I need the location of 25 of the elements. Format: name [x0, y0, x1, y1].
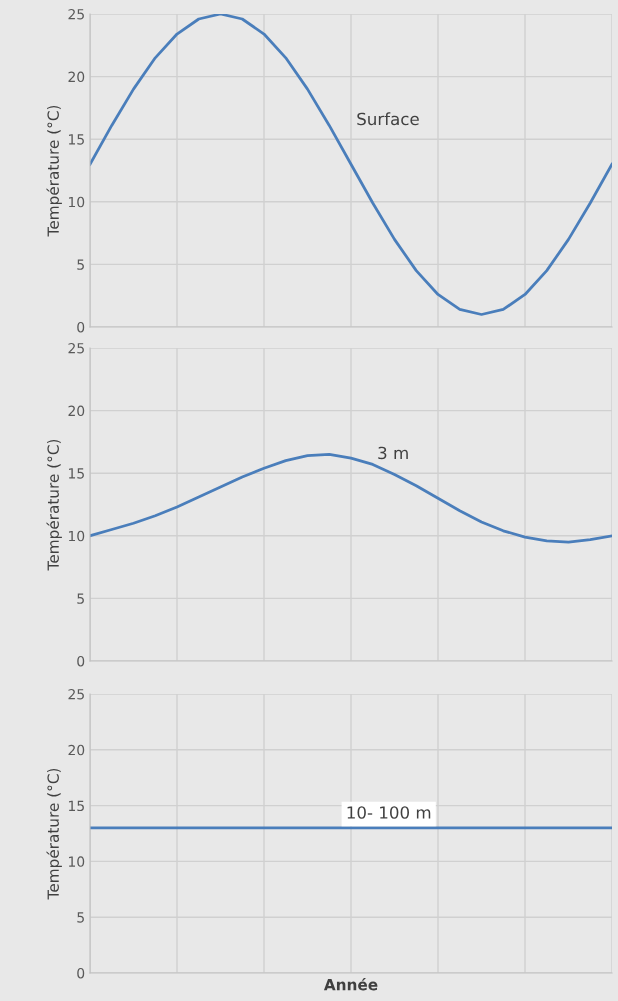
y-tick-label: 5 — [77, 259, 84, 270]
y-tick-label: 5 — [77, 912, 84, 923]
y-axis-title: Température (°C) — [46, 439, 62, 571]
y-tick-label: 0 — [77, 655, 85, 667]
annotation: Surface — [357, 112, 419, 126]
y-tick-label: 25 — [68, 688, 84, 700]
y-tick-label: 20 — [68, 405, 85, 417]
y-axis-title: Température (°C) — [46, 768, 62, 900]
y-tick-label: 20 — [68, 71, 85, 83]
y-tick-label: 15 — [68, 800, 84, 812]
y-tick-label: 20 — [68, 744, 85, 756]
y-tick-label: 10 — [68, 856, 85, 867]
y-axis-title: Température (°C) — [46, 105, 62, 237]
y-tick-label: 25 — [68, 8, 84, 20]
y-tick-label: 15 — [68, 134, 84, 145]
y-tick-label: 10 — [68, 530, 85, 542]
annotation: 3 m — [378, 446, 408, 460]
x-axis-title: Année — [323, 977, 378, 991]
y-tick-label: 0 — [77, 967, 85, 979]
y-tick-label: 5 — [77, 593, 84, 604]
y-tick-label: 25 — [68, 342, 84, 354]
annotation: 10- 100 m — [347, 806, 431, 819]
y-tick-label: 0 — [77, 321, 85, 333]
y-tick-label: 15 — [68, 468, 84, 479]
y-tick-label: 10 — [68, 196, 85, 208]
